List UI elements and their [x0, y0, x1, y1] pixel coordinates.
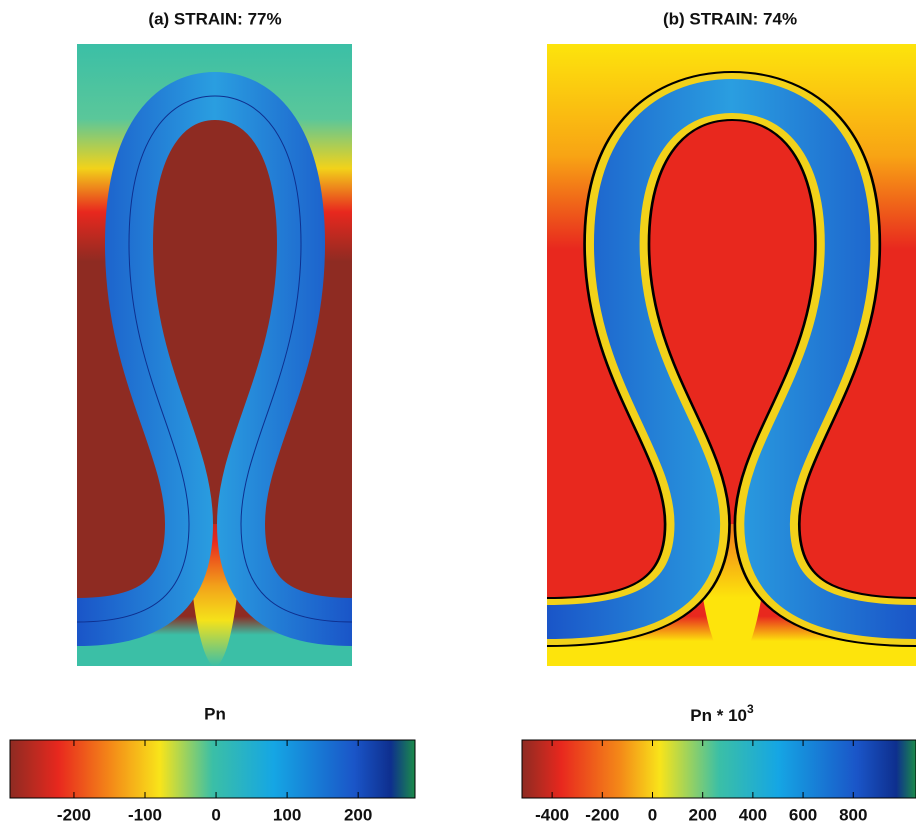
tick-label: -100	[128, 805, 162, 824]
colorbar-label: Pn * 103	[690, 702, 754, 725]
tick-label: 0	[648, 805, 657, 824]
tick-label: -200	[57, 805, 91, 824]
contour-plot	[77, 44, 352, 666]
contour-plot	[547, 44, 916, 666]
label-exponent: 3	[747, 702, 754, 716]
tick-label: 0	[211, 805, 220, 824]
tick-label: 100	[273, 805, 301, 824]
panel-title: (a) STRAIN: 77%	[148, 9, 281, 28]
colorbar	[9, 739, 416, 799]
tick-label: 200	[344, 805, 372, 824]
label-base: Pn * 10	[690, 706, 747, 725]
tick-label: -400	[535, 805, 569, 824]
colorbar	[521, 739, 916, 799]
tick-label: 200	[689, 805, 717, 824]
panel-title: (b) STRAIN: 74%	[663, 9, 797, 28]
tick-label: 400	[739, 805, 767, 824]
tick-label: 600	[789, 805, 817, 824]
tick-label: 800	[839, 805, 867, 824]
colorbar-label: Pn	[204, 704, 226, 723]
tick-label: -200	[585, 805, 619, 824]
